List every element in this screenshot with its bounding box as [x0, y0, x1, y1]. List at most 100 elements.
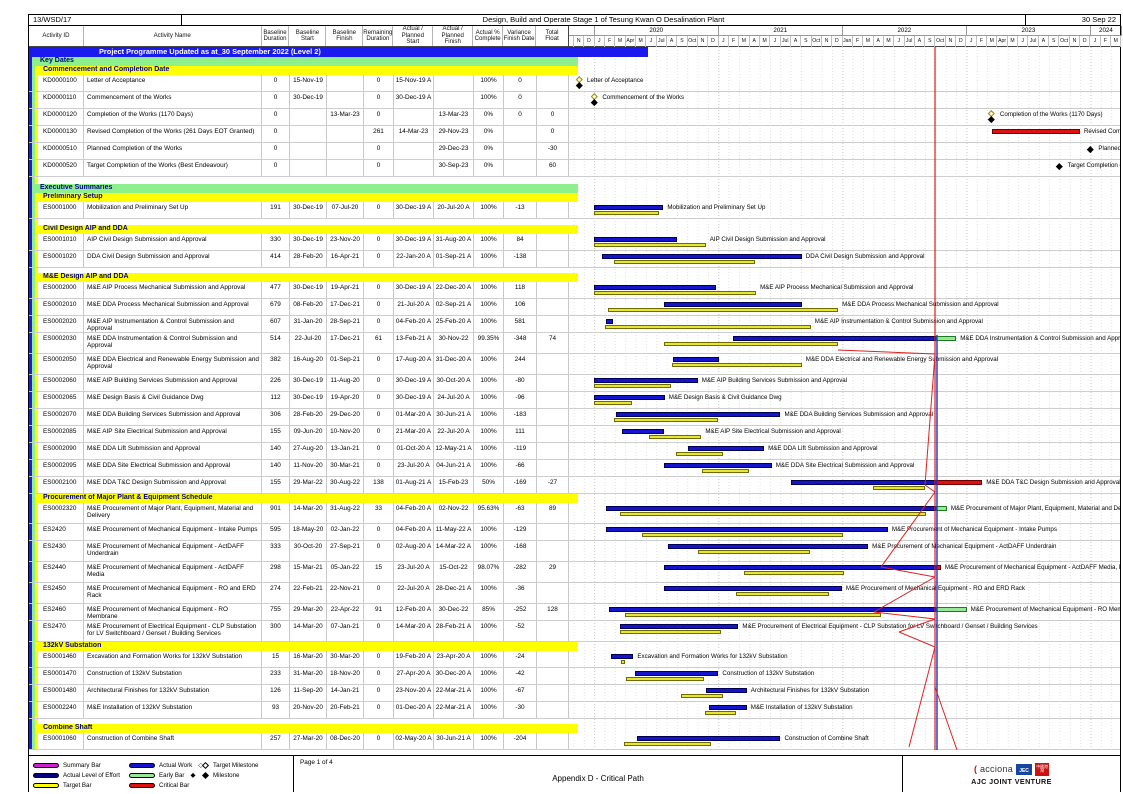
cell-id: ES0002030: [38, 333, 84, 353]
group-sliver: [569, 184, 578, 193]
nesting-strip: [29, 702, 32, 718]
gantt-bar-label: Mobilization and Preliminary Set Up: [667, 204, 766, 211]
month-cell: J: [595, 36, 605, 47]
month-cell: M: [739, 36, 750, 47]
row-table-cells: ES0002030 M&E DDA Instrumentation & Contr…: [38, 333, 569, 353]
gantt-bar-label: M&E Procurement of Mechanical Equipment …: [891, 526, 1057, 533]
legend-label: Early Bar: [159, 771, 185, 779]
nesting-strip: [32, 477, 35, 493]
cell-tf: [537, 685, 569, 701]
cell-var: -183: [504, 409, 537, 425]
cell-bfinish: 01-Sep-21: [327, 354, 364, 374]
cell-tf: [537, 541, 569, 561]
gantt-lane: Commencement of the Works: [569, 92, 1120, 108]
column-header-row: Activity ID Activity Name Baseline Duratio…: [29, 26, 1122, 47]
cell-bdur: 607: [262, 316, 290, 332]
table-row: ES0002095 M&E DDA Site Electrical Submiss…: [29, 460, 1120, 477]
cell-var: -63: [504, 503, 537, 523]
cell-afinish: 14-Mar-22 A: [434, 541, 474, 561]
legend-item: Actual Work ◇: [129, 760, 203, 770]
group-sliver: [569, 642, 578, 651]
cell-bstart: 14-Mar-20: [290, 621, 327, 641]
nesting-strip: [32, 443, 35, 459]
cell-afinish: 15-Feb-23: [434, 477, 474, 493]
cell-name: M&E AIP Instrumentation & Control Submis…: [84, 316, 262, 332]
gantt-bar-target: [649, 435, 702, 439]
nesting-strip: [29, 177, 32, 184]
cell-rdur: 15: [364, 562, 394, 582]
cell-rdur: 0: [364, 621, 394, 641]
cell-rdur: 0: [364, 375, 394, 391]
cell-name: Excavation and Formation Works for 132kV…: [84, 651, 262, 667]
cell-astart: 01-Aug-21 A: [394, 477, 434, 493]
cell-bfinish: 31-Aug-22: [327, 503, 364, 523]
legend-swatch: [33, 782, 59, 788]
cell-pct: 99.35%: [474, 333, 504, 353]
cell-tf: 0: [537, 109, 569, 125]
table-row: ES2420 M&E Procurement of Mechanical Equi…: [29, 524, 1120, 541]
table-row: ES0001460 Excavation and Formation Works …: [29, 651, 1120, 668]
table-row: ES0001020 DDA Civil Design Submission and…: [29, 251, 1120, 268]
cell-name: M&E Design Basis & Civil Guidance Dwg: [84, 392, 262, 408]
cell-tf: [537, 202, 569, 218]
gantt-bar-target: [744, 571, 845, 575]
row-table-cells: KD0000130 Revised Completion of the Works…: [38, 126, 569, 142]
cell-bstart: [290, 109, 327, 125]
gantt-bar-label: M&E AIP Instrumentation & Control Submis…: [814, 318, 983, 325]
cell-afinish: 31-Aug-20 A: [434, 234, 474, 250]
cell-afinish: 29-Dec-23: [434, 143, 474, 159]
cell-var: 84: [504, 234, 537, 250]
nesting-strip: [35, 160, 38, 176]
cell-afinish: 30-Dec-20 A: [434, 668, 474, 684]
gantt-bar-label: M&E DDA Building Services Submission and…: [784, 411, 934, 418]
acciona-mark-icon: (: [973, 764, 977, 774]
nesting-strip: [29, 234, 32, 250]
gantt-lane: M&E Procurement of Mechanical Equipment …: [569, 541, 1120, 561]
cell-id: ES0002090: [38, 443, 84, 459]
row-table-cells: ES0002240 M&E Installation of 132kV Subst…: [38, 702, 569, 718]
legend-column: Actual Work ◇ Early Bar ◆ Critical Bar: [129, 760, 203, 790]
month-cell: Jul: [781, 36, 791, 47]
report-date: 30 Sep 22: [1025, 15, 1120, 25]
cell-bstart: 16-Aug-20: [290, 354, 327, 374]
cell-pct: 100%: [474, 621, 504, 641]
cell-astart: 04-Feb-20 A: [394, 524, 434, 540]
cell-id: ES0001020: [38, 251, 84, 267]
gantt-bar-actual: [594, 285, 716, 290]
gantt-bar-actual: [606, 527, 888, 532]
gantt-bar-target: [594, 401, 633, 405]
gantt-bar-actual: [594, 395, 665, 400]
gantt-lane: [569, 184, 1120, 193]
row-table-cells: ES2430 M&E Procurement of Mechanical Equi…: [38, 541, 569, 561]
cell-tf: [537, 702, 569, 718]
cell-name: M&E DDA Electrical and Renewable Energy …: [84, 354, 262, 374]
nesting-strip: [32, 719, 35, 724]
month-cell: J: [966, 36, 977, 47]
gantt-bar-label: Construction of Combine Shaft: [784, 735, 869, 742]
cell-pct: 100%: [474, 668, 504, 684]
nesting-strip: [32, 375, 35, 391]
gantt-bar-critical: [992, 129, 1080, 134]
nesting-strip: [35, 109, 38, 125]
cell-var: -204: [504, 733, 537, 749]
table-row: ES0002030 M&E DDA Instrumentation & Contr…: [29, 333, 1120, 354]
cell-pct: 100%: [474, 460, 504, 476]
row-table-cells: ES2470 M&E Procurement of Electrical Equi…: [38, 621, 569, 641]
cell-tf: 0: [537, 126, 569, 142]
footer: Summary Bar Actual Level of Effort Target …: [29, 755, 1120, 792]
group-label-band: Key Dates: [32, 57, 569, 66]
timeline-pad: [569, 36, 574, 47]
cell-astart: 21-Mar-20 A: [394, 426, 434, 442]
month-cell: D: [584, 36, 595, 47]
cell-rdur: 0: [364, 460, 394, 476]
nesting-strip: [35, 219, 38, 225]
nesting-strip: [35, 702, 38, 718]
table-row: KD0000100 Letter of Acceptance 0 15-Nov-19 0…: [29, 75, 1120, 92]
table-row: KD0000120 Completion of the Works (1170 D…: [29, 109, 1120, 126]
nesting-strip: [32, 234, 35, 250]
gantt-lane: M&E Procurement of Major Plant, Equipmen…: [569, 503, 1120, 523]
cell-id: ES0002010: [38, 299, 84, 315]
nesting-strip: [32, 316, 35, 332]
gantt-lane: Excavation and Formation Works for 132kV…: [569, 651, 1120, 667]
cell-afinish: 12-May-21 A: [434, 443, 474, 459]
